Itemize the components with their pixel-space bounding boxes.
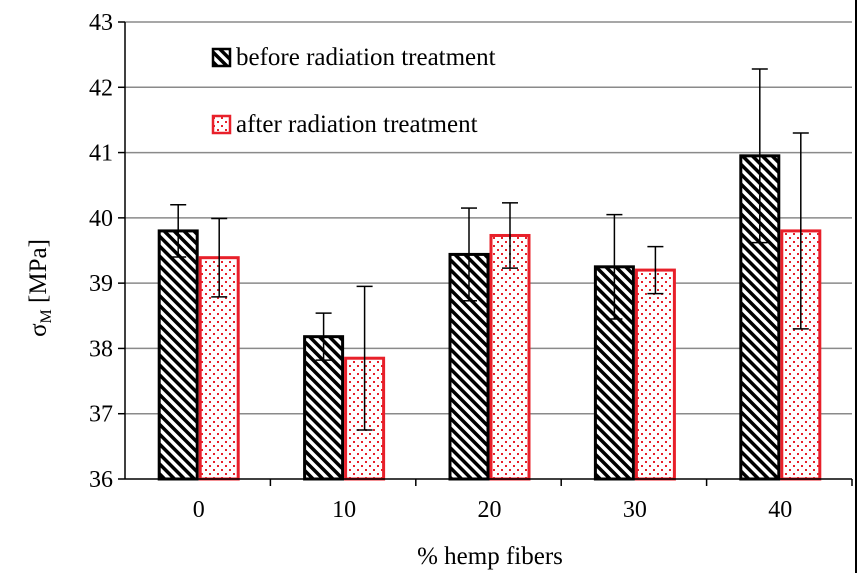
- legend-swatch: [211, 114, 232, 135]
- legend-label: before radiation treatment: [236, 44, 496, 71]
- y-tick-label: 39: [89, 271, 113, 297]
- y-tick-label: 41: [89, 141, 113, 167]
- y-tick-label: 38: [89, 336, 113, 362]
- y-tick-label: 43: [89, 10, 113, 36]
- bar-after: [634, 268, 676, 481]
- x-tick-label: 20: [478, 497, 502, 523]
- y-axis-label: σM [MPa]: [25, 239, 55, 337]
- legend-swatch: [211, 47, 232, 68]
- legend-label: after radiation treatment: [236, 111, 478, 138]
- y-tick-label: 36: [89, 467, 113, 493]
- y-tick-label: 40: [89, 206, 113, 232]
- y-tick-label: 42: [89, 75, 113, 101]
- x-tick-label: 40: [768, 497, 792, 523]
- bar-before: [157, 229, 199, 481]
- y-tick-label: 37: [89, 402, 113, 428]
- bar-after: [489, 233, 531, 481]
- x-tick-label: 10: [332, 497, 356, 523]
- x-axis-label: % hemp fibers: [417, 543, 563, 570]
- x-tick-label: 30: [623, 497, 647, 523]
- x-tick-label: 0: [193, 497, 205, 523]
